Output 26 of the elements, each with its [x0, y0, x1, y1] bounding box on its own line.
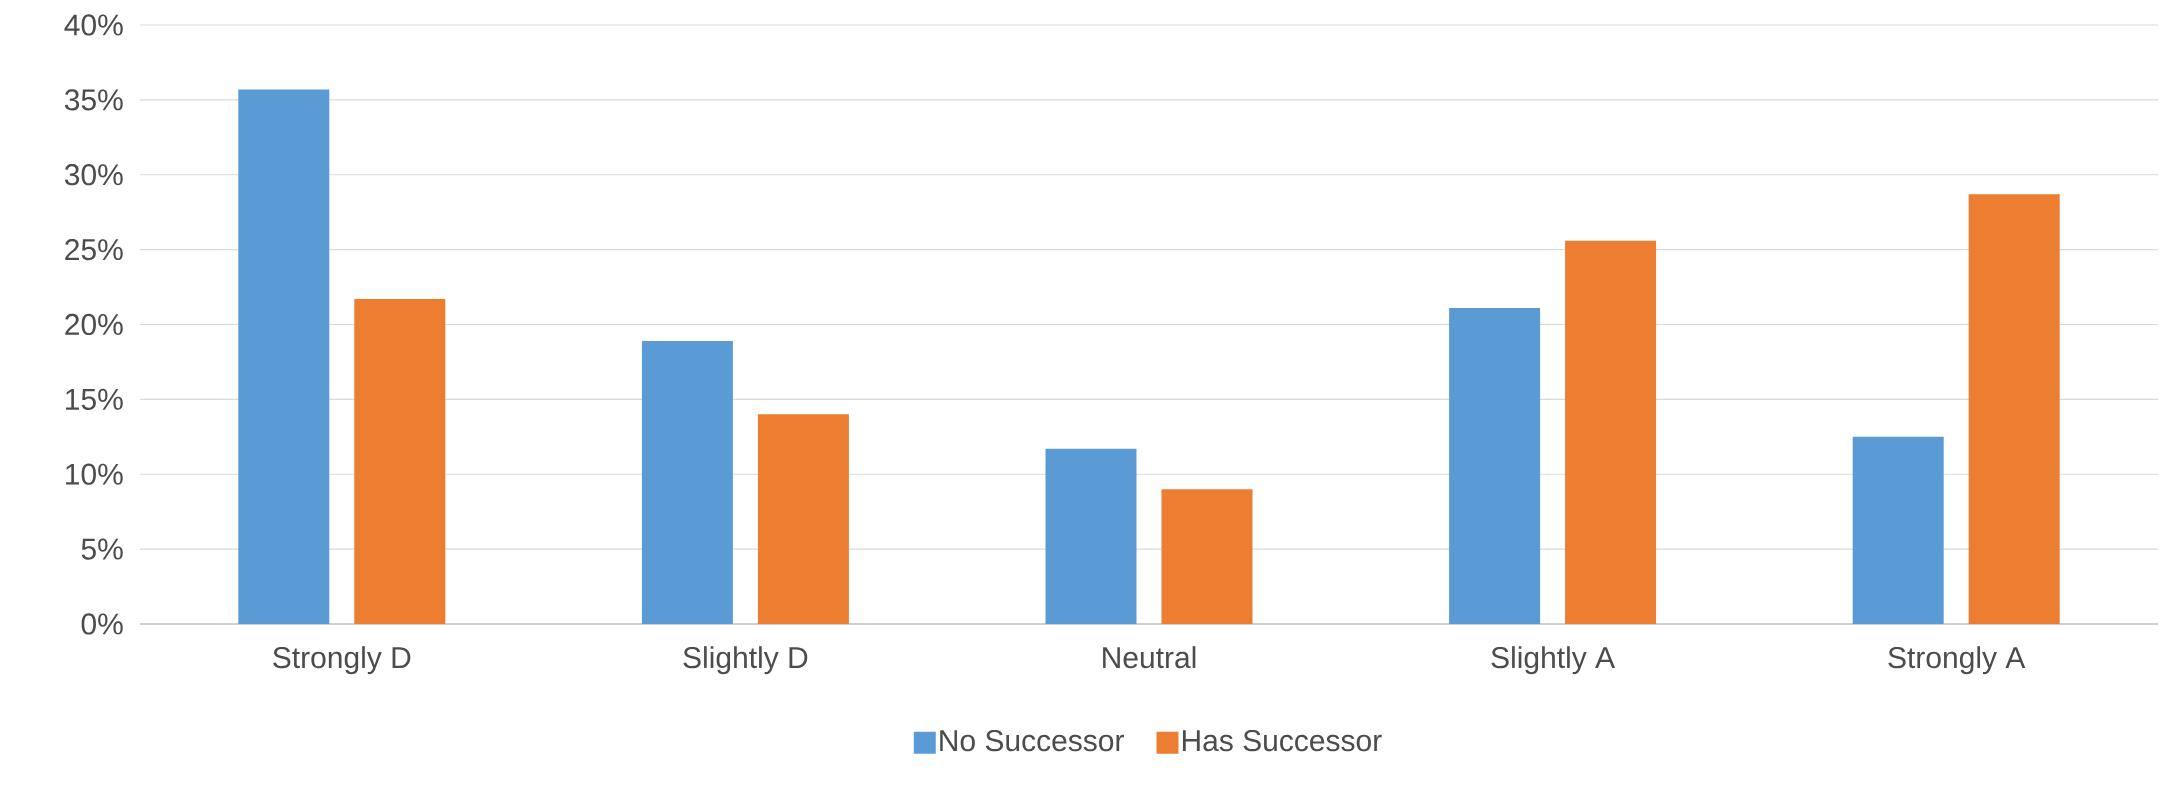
x-tick-label: Strongly A: [1888, 646, 2026, 675]
y-tick-label: 30%: [64, 164, 123, 186]
bar: [757, 414, 849, 624]
x-tick-label: Slightly A: [1491, 646, 1616, 675]
x-tick-label: Slightly D: [683, 646, 808, 675]
y-tick-label: 40%: [64, 14, 123, 36]
bar: [641, 340, 733, 624]
y-tick-label: 15%: [66, 388, 123, 410]
y-tick-label: 0%: [81, 613, 123, 635]
legend-label: Has Successor: [1182, 730, 1382, 752]
legend-label: No Successor: [940, 730, 1124, 752]
bar: [1161, 489, 1253, 624]
bar: [1852, 436, 1944, 624]
bar: [354, 299, 446, 624]
bar: [1449, 308, 1541, 624]
y-tick-label: 35%: [64, 89, 123, 111]
x-tick-label: Strongly D: [273, 646, 411, 675]
bar: [1565, 240, 1657, 624]
y-tick-label: 5%: [81, 538, 123, 560]
x-tick-label: Neutral: [1103, 646, 1196, 669]
bar: [1968, 194, 2060, 624]
y-tick-label: 20%: [65, 313, 123, 336]
y-tick-label: 25%: [65, 238, 123, 261]
bar: [238, 89, 330, 624]
y-tick-label: 10%: [66, 463, 123, 485]
bar: [1045, 448, 1137, 624]
